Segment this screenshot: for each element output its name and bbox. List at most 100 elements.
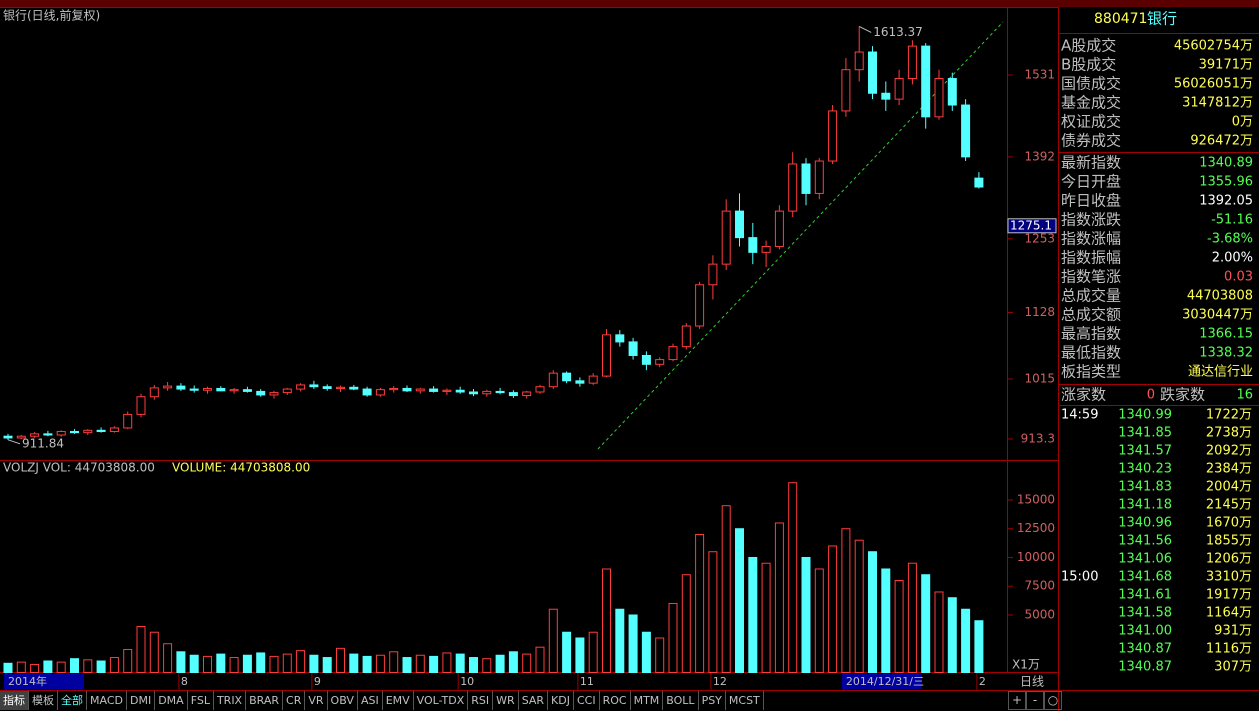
candle-body	[828, 110, 838, 162]
tab[interactable]: VOL-TDX	[414, 691, 469, 710]
quote-label: 债券成交	[1061, 132, 1121, 150]
x-tick-label: 8	[181, 675, 188, 688]
volume-bar	[136, 625, 146, 674]
tab[interactable]: MCST	[726, 691, 764, 710]
volume-bar	[721, 505, 731, 673]
tab[interactable]: TRIX	[214, 691, 247, 710]
candle-body	[482, 390, 492, 395]
candle-body	[336, 386, 345, 389]
candle-body	[455, 389, 465, 393]
candle-body	[881, 92, 891, 100]
candle-body	[229, 389, 239, 392]
tab[interactable]: EMV	[383, 691, 414, 710]
trade-volume: 1116万	[1206, 642, 1252, 657]
volume-bar	[362, 655, 372, 674]
tab[interactable]: CR	[283, 691, 306, 710]
volume-bar	[562, 631, 572, 673]
tab[interactable]: PSY	[699, 691, 726, 710]
quote-label: 国债成交	[1061, 75, 1121, 93]
candle-body	[947, 78, 957, 106]
tab[interactable]: WR	[493, 691, 519, 710]
control-button[interactable]: -	[1026, 691, 1044, 710]
quote-code: 880471	[1094, 11, 1147, 27]
tab[interactable]: DMI	[127, 691, 156, 710]
volume-bar	[296, 650, 306, 674]
tab[interactable]: 模板	[29, 691, 58, 710]
volume-bar	[203, 655, 212, 674]
trade-price: 1340.87	[1118, 660, 1172, 675]
tab[interactable]: RSI	[468, 691, 494, 710]
candle-body	[814, 160, 824, 194]
volume-bar	[961, 608, 971, 674]
candle-body	[123, 413, 133, 429]
tab[interactable]: CCI	[574, 691, 600, 710]
quote-value: 1338.32	[1199, 346, 1253, 361]
volume-bar	[934, 591, 944, 674]
trade-price: 1341.85	[1118, 426, 1172, 441]
y-tick-label: 1531	[1024, 67, 1055, 81]
y-tick-label: 5000	[1024, 607, 1055, 621]
tab[interactable]: VR	[305, 691, 328, 710]
tab[interactable]: MACD	[87, 691, 127, 710]
volume-subtitle: VOLUME: 44703808.00	[172, 461, 310, 475]
trade-price: 1341.61	[1118, 588, 1172, 603]
tab[interactable]: ASI	[358, 691, 383, 710]
tab[interactable]: BOLL	[663, 691, 699, 710]
candle-body	[721, 210, 731, 265]
trade-price: 1341.68	[1118, 570, 1172, 585]
volume-bar	[655, 637, 665, 674]
volume-bar	[854, 539, 864, 673]
candle-body	[242, 389, 252, 392]
volume-bar	[242, 654, 252, 674]
tab[interactable]: BRAR	[246, 691, 284, 710]
candle-body	[375, 389, 385, 396]
tab[interactable]: OBV	[328, 691, 358, 710]
quote-value: 1366.15	[1199, 327, 1253, 342]
volume-bar	[522, 653, 532, 674]
tab[interactable]: MTM	[631, 691, 664, 710]
tab[interactable]: DMA	[155, 691, 188, 710]
volume-bar	[189, 654, 199, 674]
x-tick-label: 12	[713, 675, 727, 688]
volume-bar	[429, 655, 439, 674]
volume-bar	[43, 660, 53, 673]
tab-bar: 指标 模板 全部 MACD DMI DMA FSL TRIX BRAR CR VR OBV ASI EMV…	[0, 691, 764, 710]
trade-volume: 1722万	[1206, 408, 1252, 423]
quote-label: 基金成交	[1061, 94, 1121, 112]
tab[interactable]: KDJ	[548, 691, 574, 710]
candle-body	[296, 384, 306, 390]
trade-time: 15:00	[1061, 570, 1098, 585]
candle-body	[43, 433, 53, 436]
control-button[interactable]: ○	[1044, 691, 1062, 710]
candle-body	[868, 51, 877, 94]
candle-body	[681, 325, 691, 348]
tab[interactable]: 全部	[58, 691, 87, 710]
volume-bar	[56, 661, 66, 673]
breadth-label: 涨家数	[1061, 386, 1106, 404]
candle-body	[788, 163, 798, 212]
tab[interactable]: FSL	[188, 691, 214, 710]
quote-label: A股成交	[1061, 37, 1116, 55]
low-pointer	[7, 439, 21, 445]
tab[interactable]: SAR	[519, 691, 549, 710]
trade-price: 1341.00	[1118, 624, 1172, 639]
quote-label: 指数笔涨	[1061, 268, 1121, 286]
volume-bar	[70, 658, 79, 673]
quote-value: 56026051万	[1174, 77, 1253, 92]
candle-body	[282, 388, 292, 394]
volume-bar	[482, 658, 492, 673]
tab[interactable]: ROC	[600, 691, 631, 710]
trade-price: 1341.57	[1118, 444, 1172, 459]
volume-bar	[894, 579, 904, 674]
quote-value: 通达信行业	[1188, 365, 1253, 380]
cursor-price-box	[1007, 218, 1057, 234]
control-button[interactable]: +	[1008, 691, 1026, 710]
candle-body	[655, 359, 665, 365]
candle-body	[256, 390, 266, 396]
x-label-highlight	[4, 674, 84, 689]
tab[interactable]: 指标	[0, 691, 29, 710]
volume-bar	[402, 657, 412, 673]
volume-bar	[974, 620, 984, 674]
x-tick-label: 2	[979, 675, 986, 688]
